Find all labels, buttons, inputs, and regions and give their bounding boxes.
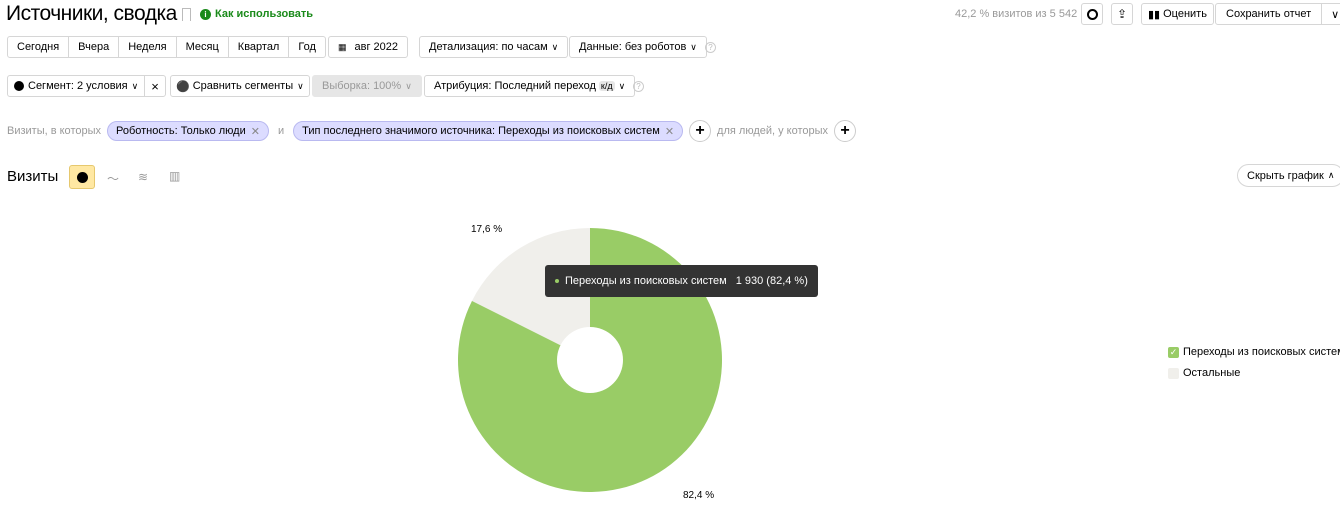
upload-icon: ⇪ [1116,7,1128,21]
help-icon[interactable]: ? [633,81,644,92]
attribution-label: Атрибуция: Последний переход [434,80,596,92]
date-label: авг 2022 [354,41,399,53]
pie-chart-type-button[interactable] [69,165,95,189]
compare-label: Сравнить сегменты [192,80,294,92]
legend-label: Остальные [1183,367,1241,379]
sample-dropdown[interactable]: Выборка: 100% ∨ [312,75,422,97]
chip-label: Тип последнего значимого источника: Пере… [302,125,660,137]
detail-label: Детализация: по часам [429,41,548,53]
bookmark-icon[interactable] [182,8,191,21]
bar-chart-type-button[interactable]: ▥ [169,169,180,183]
area-chart-icon: ≋ [138,170,149,184]
chevron-down-icon: ∨ [690,41,697,52]
info-icon: i [200,8,211,20]
close-icon: × [151,78,159,94]
data-label: Данные: без роботов [579,41,687,53]
sample-label: Выборка: 100% [322,80,402,92]
line-chart-icon: 〜 [107,172,120,186]
slice-label-search: 82,4 % [683,490,715,501]
save-report-button[interactable]: Сохранить отчет [1216,4,1323,24]
filter-and: и [277,125,285,137]
help-link-label: Как использовать [215,8,314,20]
how-to-use-link[interactable]: i Как использовать [200,8,313,20]
tooltip-name: Переходы из поисковых систем [565,275,727,287]
period-week[interactable]: Неделя [119,37,177,57]
filter-chip-robots[interactable]: Роботность: Только люди ✕ [107,121,269,141]
pie-icon [76,171,88,183]
chart-title: Визиты [7,168,59,185]
close-icon[interactable]: ✕ [250,125,260,138]
segment-label: Сегмент: 2 условия [28,80,128,92]
checkbox-icon [1168,367,1179,379]
slice-label-others: 17,6 % [471,224,503,235]
filter-prefix: Визиты, в которых [7,125,101,137]
filter-row: Визиты, в которых Роботность: Только люд… [7,120,857,142]
pie-icon [14,81,24,91]
chip-label: Роботность: Только люди [116,125,246,137]
attribution-dropdown[interactable]: Атрибуция: Последний переход к/д ∨ [424,75,636,97]
attribution-badge: к/д [598,81,615,91]
donut-hole [557,327,623,393]
rate-label: Оценить [1163,8,1207,20]
pie-slice-1[interactable] [472,228,590,360]
date-picker[interactable]: ▦ авг 2022 [328,36,409,58]
period-selector: Сегодня Вчера Неделя Месяц Квартал Год [7,36,326,58]
chevron-down-icon: ∨ [1331,8,1340,21]
chevron-down-icon: ∨ [297,80,304,91]
bar-chart-icon: ▥ [169,169,181,183]
legend-label: Переходы из поисковых систем [1183,346,1340,358]
area-chart-type-button[interactable]: ≋ [138,170,148,184]
period-yesterday[interactable]: Вчера [69,37,120,57]
clock-icon [1086,8,1098,20]
export-button[interactable]: ⇪ [1111,3,1133,25]
calendar-icon: ▦ [338,41,347,52]
help-icon[interactable]: ? [705,42,716,53]
add-people-filter-button[interactable]: + [834,120,857,142]
hide-chart-label: Скрыть график [1247,169,1324,182]
chevron-down-icon: ∨ [618,80,626,91]
segment-dropdown[interactable]: Сегмент: 2 условия ∨ [8,76,146,96]
visits-info: 42,2 % визитов из 5 542 [955,8,1078,20]
legend-item-search[interactable]: ✓ Переходы из поисковых систем [1168,346,1340,358]
chevron-down-icon: ∨ [405,80,412,91]
filter-chip-source[interactable]: Тип последнего значимого источника: Пере… [293,121,684,141]
line-chart-type-button[interactable]: 〜 [107,170,119,187]
thumbs-icon: ▮▮ [1148,8,1161,21]
clear-segment-button[interactable]: × [145,76,165,96]
period-quarter[interactable]: Квартал [229,37,290,57]
page-title: Источники, сводка [6,2,177,25]
save-options-button[interactable]: ∨ [1322,4,1340,24]
period-year[interactable]: Год [298,41,316,53]
history-button[interactable] [1081,3,1103,25]
chevron-up-icon: ∧ [1327,170,1335,180]
legend-dot-icon [555,279,559,283]
rate-button[interactable]: ▮▮ Оценить [1141,3,1214,25]
filter-people: для людей, у которых [717,125,829,137]
tooltip-value: 1 930 (82,4 %) [735,275,808,287]
compare-icon: ⚫ [176,80,190,93]
checkbox-checked-icon: ✓ [1168,346,1179,358]
close-icon[interactable]: ✕ [664,125,675,138]
add-filter-button[interactable]: + [689,120,712,142]
hide-chart-button[interactable]: Скрыть график ∧ [1237,164,1340,187]
segment-group: Сегмент: 2 условия ∨ × [7,75,166,97]
detail-dropdown[interactable]: Детализация: по часам ∨ [419,36,569,58]
data-dropdown[interactable]: Данные: без роботов ∨ [569,36,707,58]
period-today[interactable]: Сегодня [8,37,70,57]
compare-segments-dropdown[interactable]: ⚫ Сравнить сегменты ∨ [170,75,310,97]
save-report-group: Сохранить отчет ∨ [1215,3,1340,25]
period-month[interactable]: Месяц [177,37,229,57]
chevron-down-icon: ∨ [131,80,139,91]
legend-item-others[interactable]: Остальные [1168,367,1240,379]
tooltip: Переходы из поисковых систем 1 930 (82,4… [545,265,818,297]
chevron-down-icon: ∨ [551,41,559,52]
